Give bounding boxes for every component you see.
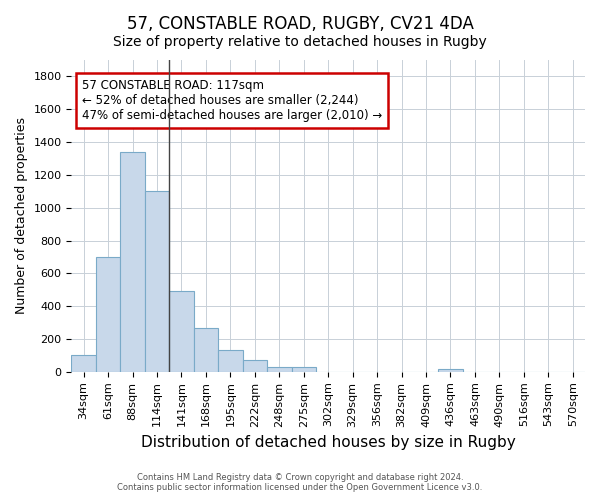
Y-axis label: Number of detached properties: Number of detached properties bbox=[15, 118, 28, 314]
X-axis label: Distribution of detached houses by size in Rugby: Distribution of detached houses by size … bbox=[141, 435, 515, 450]
Text: 57 CONSTABLE ROAD: 117sqm
← 52% of detached houses are smaller (2,244)
47% of se: 57 CONSTABLE ROAD: 117sqm ← 52% of detac… bbox=[82, 78, 382, 122]
Bar bbox=[218, 350, 242, 372]
Bar bbox=[121, 152, 145, 372]
Bar bbox=[194, 328, 218, 372]
Bar bbox=[145, 192, 169, 372]
Bar bbox=[292, 367, 316, 372]
Bar bbox=[96, 257, 121, 372]
Bar bbox=[169, 292, 194, 372]
Text: Contains HM Land Registry data © Crown copyright and database right 2024.
Contai: Contains HM Land Registry data © Crown c… bbox=[118, 473, 482, 492]
Bar bbox=[242, 360, 267, 372]
Bar bbox=[71, 356, 96, 372]
Bar bbox=[267, 367, 292, 372]
Text: Size of property relative to detached houses in Rugby: Size of property relative to detached ho… bbox=[113, 35, 487, 49]
Bar bbox=[438, 368, 463, 372]
Text: 57, CONSTABLE ROAD, RUGBY, CV21 4DA: 57, CONSTABLE ROAD, RUGBY, CV21 4DA bbox=[127, 15, 473, 33]
